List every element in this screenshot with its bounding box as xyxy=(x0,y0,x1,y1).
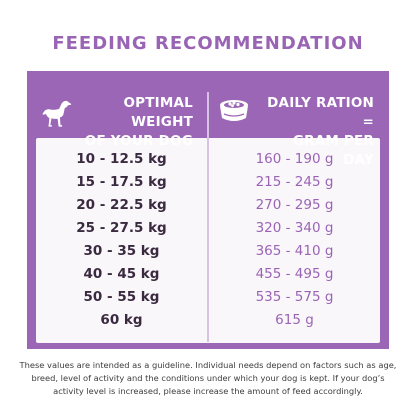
footnote-line3: activity level is increased, please incr… xyxy=(53,386,363,396)
ration-header-line1: DAILY RATION = xyxy=(267,95,374,130)
weight-header-line2: OF YOUR DOG xyxy=(84,133,193,149)
feeding-table-rows: 10 - 12.5 kg 160 - 190 g 15 - 17.5 kg 21… xyxy=(36,148,380,332)
food-bowl-icon xyxy=(220,100,248,121)
guideline-footnote: These values are intended as a guideline… xyxy=(10,359,406,398)
table-row: 60 kg 615 g xyxy=(36,309,380,332)
weight-cell: 20 - 22.5 kg xyxy=(76,197,167,213)
footnote-line1: These values are intended as a guideline… xyxy=(19,360,397,370)
table-row: 15 - 17.5 kg 215 - 245 g xyxy=(36,171,380,194)
ration-cell: 615 g xyxy=(275,312,314,328)
weight-cell: 60 kg xyxy=(100,312,143,328)
weight-cell: 30 - 35 kg xyxy=(83,243,160,259)
table-row: 40 - 45 kg 455 - 495 g xyxy=(36,263,380,286)
weight-column-header: OPTIMAL WEIGHT OF YOUR DOG xyxy=(70,94,193,151)
dog-icon xyxy=(42,100,72,127)
table-row: 20 - 22.5 kg 270 - 295 g xyxy=(36,194,380,217)
footnote-line2: breed, level of activity and the conditi… xyxy=(31,373,385,383)
table-row: 30 - 35 kg 365 - 410 g xyxy=(36,240,380,263)
table-row: 10 - 12.5 kg 160 - 190 g xyxy=(36,148,380,171)
ration-cell: 535 - 575 g xyxy=(255,289,334,305)
ration-column-header: DAILY RATION = GRAM PER DAY xyxy=(262,94,374,170)
ration-cell: 320 - 340 g xyxy=(255,220,334,236)
table-row: 25 - 27.5 kg 320 - 340 g xyxy=(36,217,380,240)
ration-cell: 270 - 295 g xyxy=(255,197,334,213)
weight-header-line1: OPTIMAL WEIGHT xyxy=(123,95,193,130)
page-title: FEEDING RECOMMENDATION xyxy=(52,33,364,54)
column-divider xyxy=(207,92,209,342)
weight-cell: 10 - 12.5 kg xyxy=(76,151,167,167)
weight-cell: 15 - 17.5 kg xyxy=(76,174,167,190)
ration-cell: 455 - 495 g xyxy=(255,266,334,282)
ration-cell: 160 - 190 g xyxy=(255,151,334,167)
ration-cell: 365 - 410 g xyxy=(255,243,334,259)
table-row: 50 - 55 kg 535 - 575 g xyxy=(36,286,380,309)
ration-cell: 215 - 245 g xyxy=(255,174,334,190)
weight-cell: 40 - 45 kg xyxy=(83,266,160,282)
ration-header-line2: GRAM PER DAY xyxy=(292,133,374,168)
weight-cell: 25 - 27.5 kg xyxy=(76,220,167,236)
weight-cell: 50 - 55 kg xyxy=(83,289,160,305)
